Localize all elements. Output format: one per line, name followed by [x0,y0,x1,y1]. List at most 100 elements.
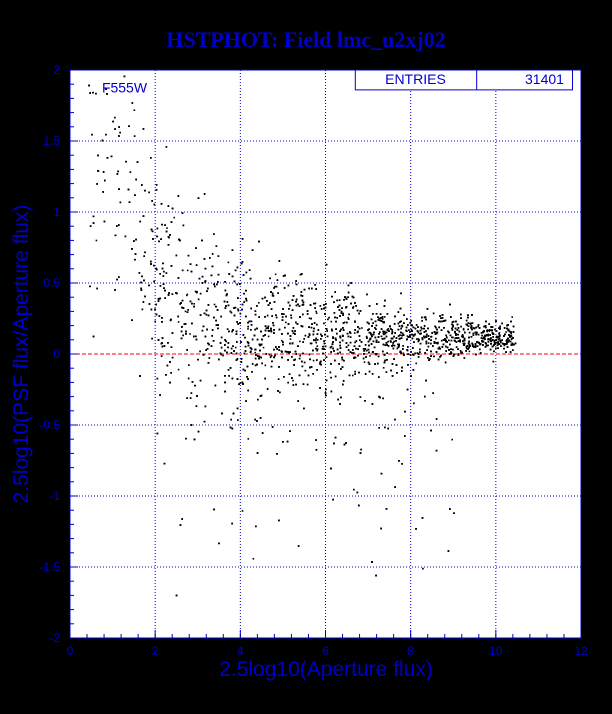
data-point [340,368,342,370]
data-point [265,365,267,367]
data-point [156,314,158,316]
data-point [372,373,374,375]
data-point [482,344,484,346]
data-point [273,332,275,334]
data-point [425,330,427,332]
data-point [112,121,114,123]
data-point [247,378,249,380]
data-point [218,255,220,257]
data-point [354,332,356,334]
data-point [163,275,165,277]
data-point [464,332,466,334]
data-point [373,334,375,336]
data-point [224,375,226,377]
data-point [150,263,152,265]
data-point [317,345,319,347]
data-point [207,288,209,290]
data-point [309,334,311,336]
data-point [243,334,245,336]
data-point [466,324,468,326]
data-point [279,260,281,262]
data-point [237,323,239,325]
data-point [451,353,453,355]
data-point [299,358,301,360]
data-point [245,290,247,292]
data-point [511,344,513,346]
data-point [407,364,409,366]
data-point [396,337,398,339]
data-point [491,341,493,343]
data-point [176,595,178,597]
data-point [187,294,189,296]
data-point [231,331,233,333]
data-point [331,391,333,393]
data-point [378,427,380,429]
data-point [410,351,412,353]
data-point [193,306,195,308]
data-point [391,333,393,335]
data-point [232,329,234,331]
data-point [268,336,270,338]
data-point [187,311,189,313]
data-point [270,328,272,330]
data-point [427,308,429,310]
data-point [424,396,426,398]
data-point [451,328,453,330]
data-point [258,316,260,318]
data-point [161,224,163,226]
data-point [342,313,344,315]
data-point [259,356,261,358]
data-point [496,342,498,344]
data-point [159,315,161,317]
data-point [419,351,421,353]
data-point [225,307,227,309]
data-point [242,261,244,263]
data-point [242,304,244,306]
data-point [314,322,316,324]
data-point [310,304,312,306]
data-point [314,284,316,286]
data-point [342,366,344,368]
data-point [139,272,141,274]
data-point [382,331,384,333]
data-point [368,341,370,343]
data-point [419,349,421,351]
data-point [164,297,166,299]
data-point [487,335,489,337]
data-point [436,450,438,452]
data-point [335,328,337,330]
data-point [230,311,232,313]
data-point [442,346,444,348]
data-point [267,315,269,317]
data-point [182,270,184,272]
data-point [266,353,268,355]
data-point [304,362,306,364]
data-point [468,325,470,327]
data-point [394,332,396,334]
data-point [357,492,359,494]
data-point [382,316,384,318]
data-point [410,320,412,322]
data-point [164,345,166,347]
data-point [407,346,409,348]
data-point [258,358,260,360]
data-point [432,345,434,347]
data-point [323,304,325,306]
data-point [171,265,173,267]
data-point [448,340,450,342]
data-point [275,274,277,276]
data-point [368,362,370,364]
data-point [338,363,340,365]
data-point [214,286,216,288]
data-point [348,318,350,320]
data-point [194,439,196,441]
data-point [428,342,430,344]
data-point [162,346,164,348]
data-point [460,326,462,328]
data-point [394,486,396,488]
data-point [353,297,355,299]
data-point [276,348,278,350]
data-point [167,365,169,367]
data-point [379,331,381,333]
data-point [208,304,210,306]
